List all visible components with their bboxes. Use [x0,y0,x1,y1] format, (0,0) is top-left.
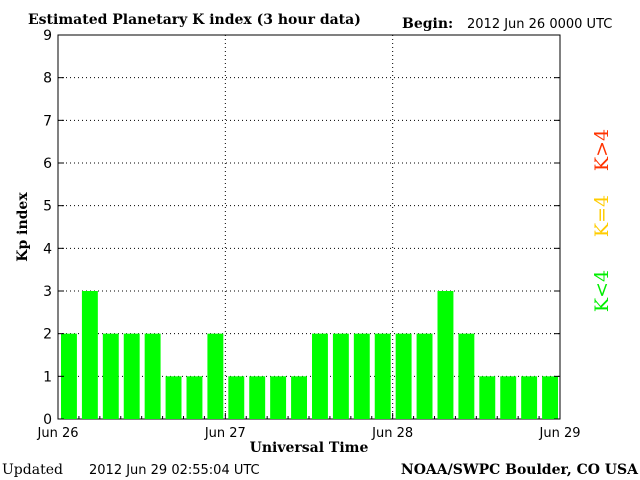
kp-bar [165,376,182,419]
begin-value: 2012 Jun 26 0000 UTC [467,17,612,32]
y-tick-label: 5 [43,199,52,215]
x-axis-label: Universal Time [250,440,369,456]
y-axis-ticks: 0 1 2 3 4 5 6 7 8 9 [43,28,560,428]
y-tick-label: 3 [43,284,52,300]
legend-k-greater-4: K>4 [591,129,613,171]
kp-bar [416,333,433,419]
kp-bar [395,333,412,419]
y-tick-label: 9 [43,28,52,44]
grid-lines [58,35,560,419]
y-tick-label: 0 [43,412,52,428]
source-credit: NOAA/SWPC Boulder, CO USA [401,462,639,478]
x-axis-ticks: Jun 26 Jun 27 Jun 28 Jun 29 [37,413,581,441]
kp-bar [479,376,496,419]
y-tick-label: 2 [43,327,52,343]
kp-bar [186,376,203,419]
kp-bar [144,333,161,419]
kp-bar [312,333,328,419]
kp-bar [102,333,119,419]
bar-series [61,291,558,419]
kp-bar [270,376,287,419]
kp-bar [228,376,245,419]
kp-bar [353,333,370,419]
x-tick-label: Jun 28 [371,426,413,441]
y-tick-label: 8 [43,71,52,87]
kp-bar [374,333,391,419]
y-tick-label: 7 [43,113,52,129]
x-tick-label: Jun 27 [204,426,246,441]
legend-k-less-4: K<4 [591,270,613,312]
kp-bar [61,333,77,419]
kp-bar [207,333,224,419]
y-axis-label: Kp index [15,192,31,262]
kp-bar [332,333,349,419]
begin-label: Begin: [402,16,453,32]
updated-value: 2012 Jun 29 02:55:04 UTC [89,463,260,478]
kp-bar [291,376,307,419]
chart-title: Estimated Planetary K index (3 hour data… [28,12,361,28]
kp-bar [542,376,558,419]
kp-bar [458,333,475,419]
y-tick-label: 6 [43,156,52,172]
kp-bar [123,333,140,419]
kp-bar [521,376,538,419]
updated-label: Updated [2,462,63,478]
kp-bar [81,291,98,419]
kp-bar [500,376,517,419]
legend-k-equal-4: K=4 [591,195,613,237]
y-tick-label: 1 [43,369,52,385]
x-tick-label: Jun 29 [539,426,581,441]
kp-bar [437,291,454,419]
kp-bar [249,376,266,419]
y-tick-label: 4 [43,241,52,257]
x-tick-label: Jun 26 [37,426,79,441]
